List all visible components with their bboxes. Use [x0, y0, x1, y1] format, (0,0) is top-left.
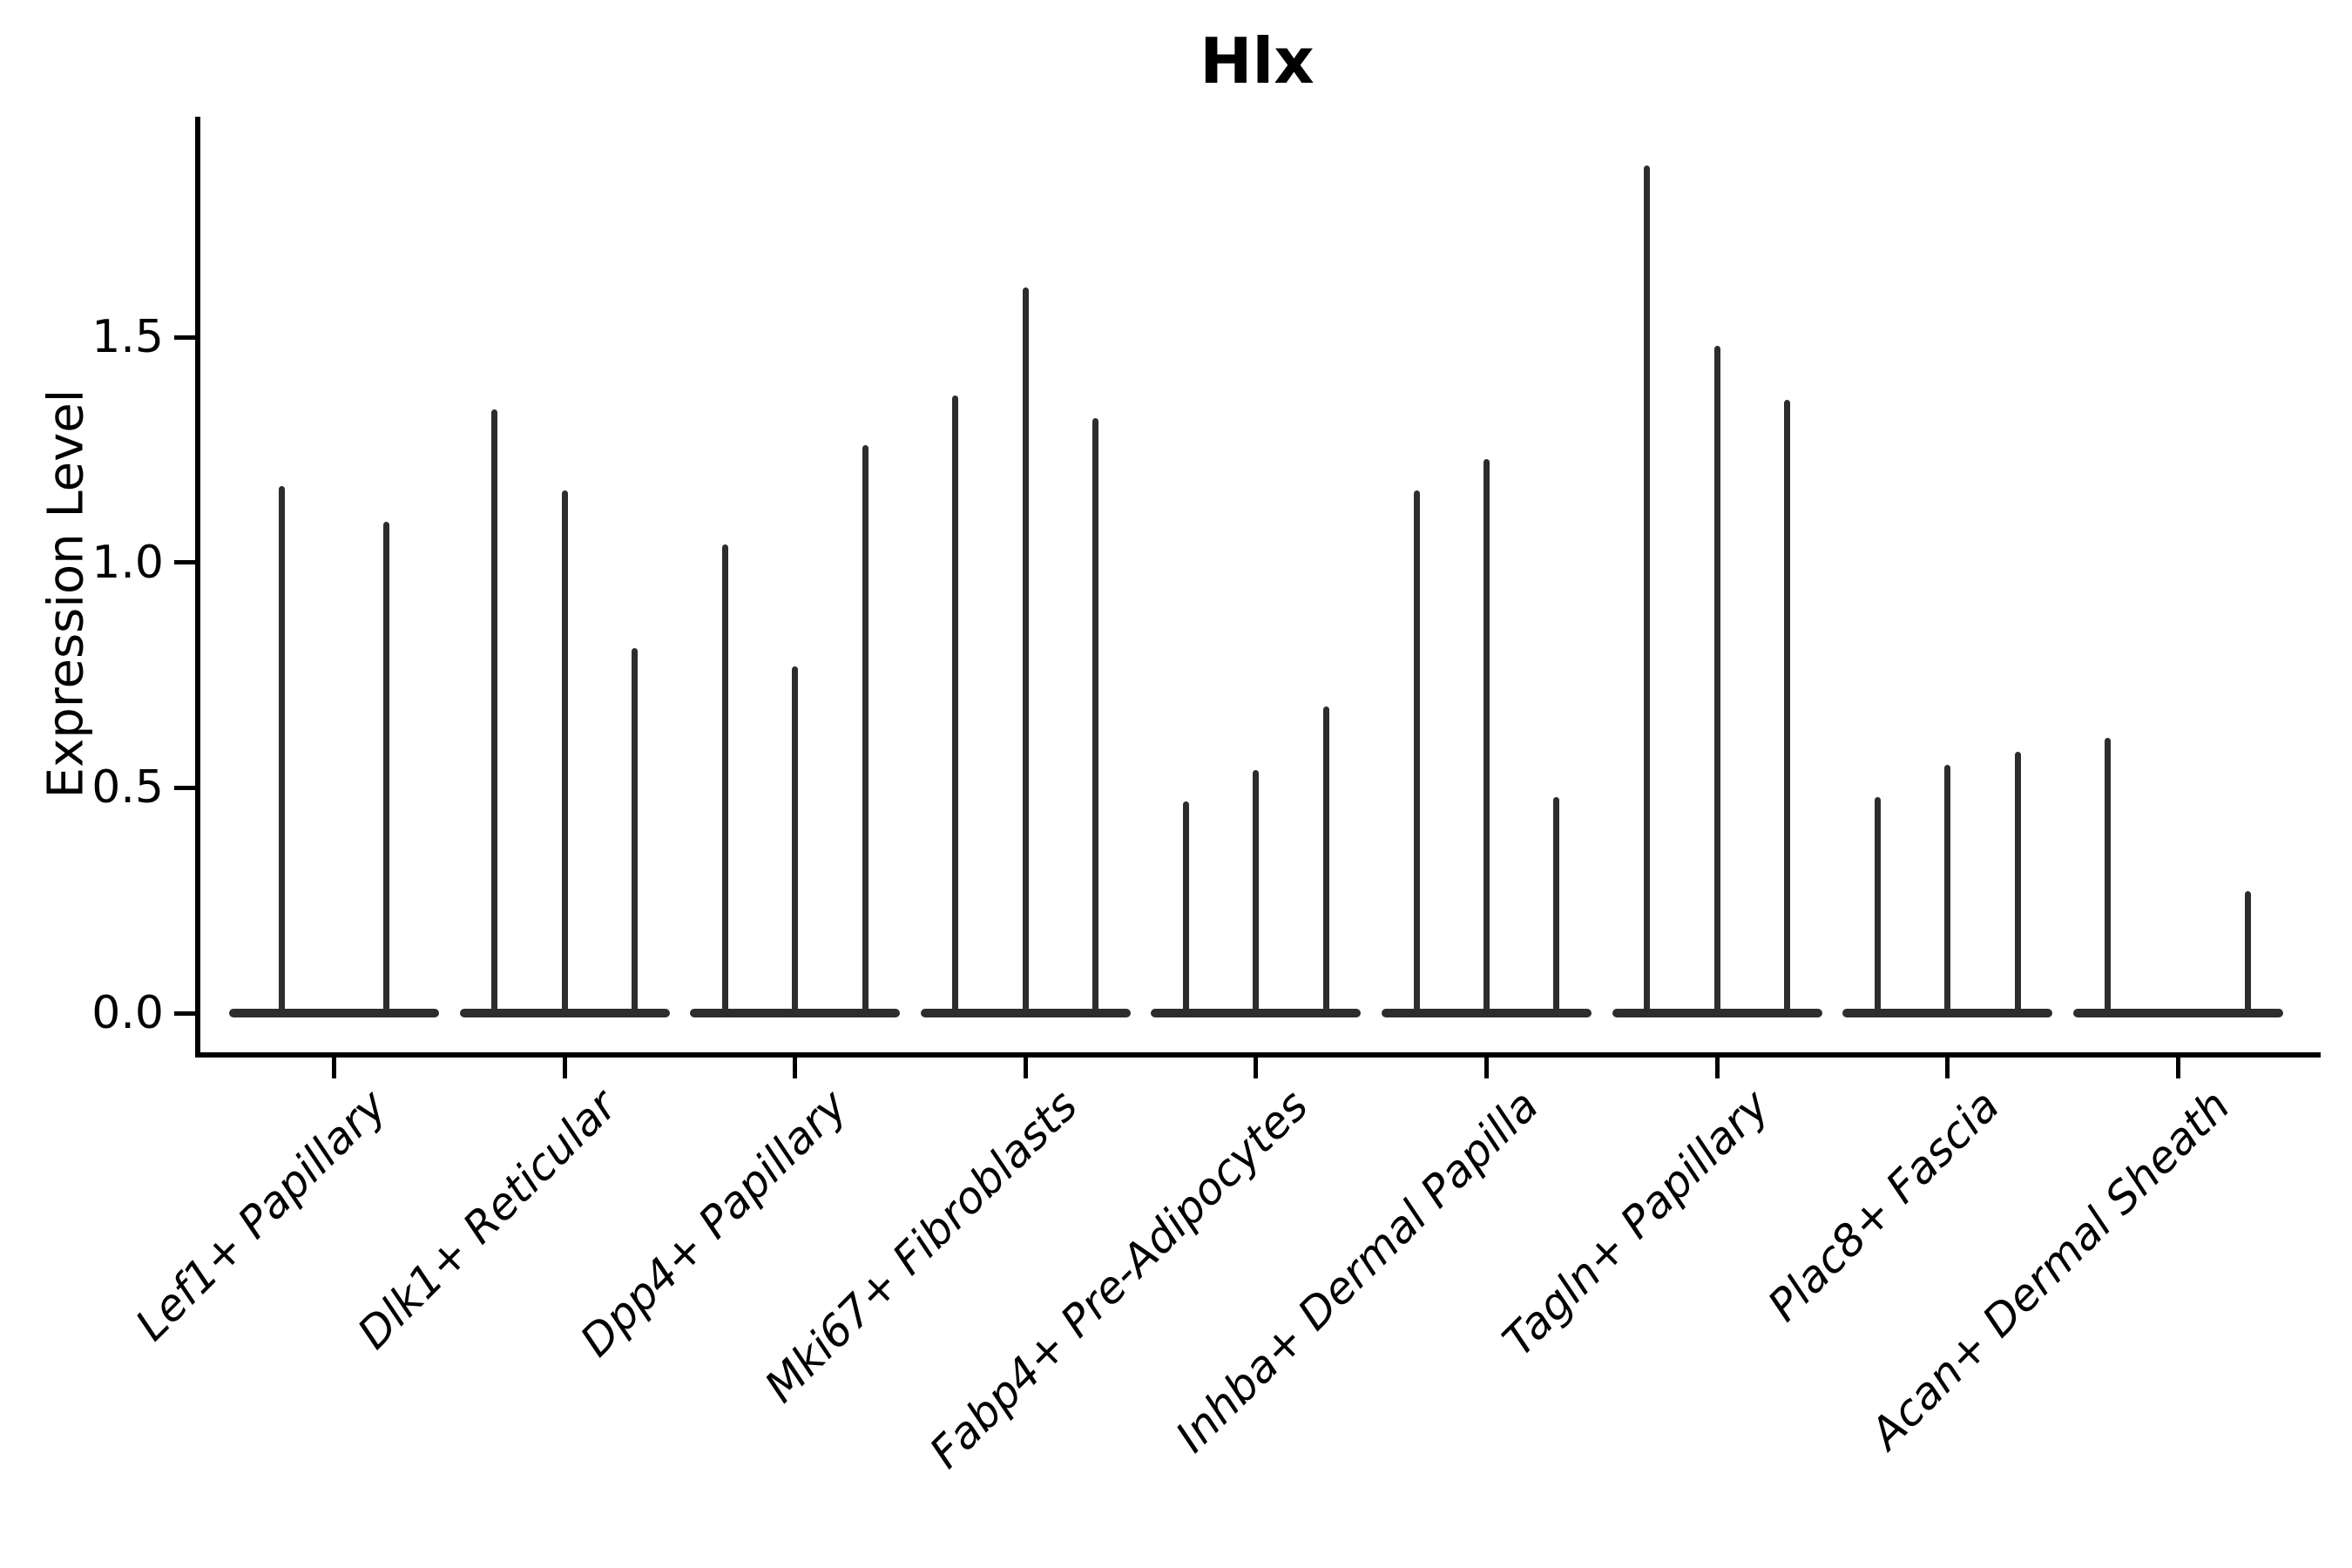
violin-spike — [383, 522, 390, 1013]
violin-base — [2072, 1009, 2283, 1017]
violin-spike — [1092, 418, 1099, 1013]
violin-spike — [862, 445, 868, 1013]
x-tick-label: Plac8+ Fascia — [1758, 1080, 2010, 1331]
chart-title: Hlx — [0, 24, 2352, 98]
violin-spike — [1253, 769, 1260, 1013]
x-tick-mark — [1023, 1058, 1028, 1078]
violin-base — [459, 1009, 670, 1017]
x-tick-mark — [562, 1058, 567, 1078]
y-tick-mark — [174, 560, 195, 565]
y-tick-mark — [174, 335, 195, 340]
violin-spike — [1413, 490, 1420, 1013]
violin-spike — [1322, 706, 1329, 1013]
violin-base — [1612, 1009, 1822, 1017]
violin-spike — [952, 395, 959, 1013]
violin-spike — [2245, 891, 2252, 1013]
chart-title-text: Hlx — [1200, 24, 1315, 98]
violin-spike — [631, 647, 638, 1013]
violin-spike — [1022, 287, 1029, 1013]
violin-spike — [561, 490, 568, 1013]
violin-spike — [1183, 801, 1190, 1013]
y-tick-label: 1.5 — [91, 311, 164, 364]
violin-base — [1842, 1009, 2053, 1017]
violin-base — [229, 1009, 439, 1017]
x-tick-mark — [332, 1058, 336, 1078]
x-tick-mark — [1945, 1058, 1950, 1078]
violin-spike — [1644, 166, 1651, 1013]
violin-spike — [1783, 400, 1790, 1013]
violin-spike — [1874, 796, 1881, 1013]
y-tick-label: 1.0 — [91, 536, 164, 589]
violin-spike — [721, 544, 728, 1013]
x-tick-mark — [2175, 1058, 2180, 1078]
violin-base — [690, 1009, 901, 1017]
violin-spike — [792, 666, 799, 1013]
violin-spike — [1553, 796, 1560, 1013]
x-tick-mark — [1484, 1058, 1489, 1078]
y-tick-label: 0.5 — [91, 761, 164, 814]
y-tick-label: 0.0 — [91, 987, 164, 1039]
y-tick-mark — [174, 785, 195, 790]
violin-spike — [278, 485, 285, 1013]
violin-base — [1151, 1009, 1362, 1017]
y-tick-mark — [174, 1010, 195, 1016]
x-tick-mark — [1714, 1058, 1720, 1078]
violin-spike — [1944, 765, 1951, 1013]
x-tick-label: Fabp4+ Pre-Adipocytes — [920, 1080, 1318, 1478]
x-tick-mark — [793, 1058, 798, 1078]
x-axis-spine — [195, 1052, 2321, 1058]
violin-base — [920, 1009, 1131, 1017]
violin-spike — [2014, 751, 2021, 1013]
violin-spike — [1484, 458, 1490, 1013]
y-axis-spine — [195, 117, 200, 1058]
x-tick-label: Lef1+ Papillary — [125, 1080, 396, 1351]
violin-spike — [491, 409, 498, 1013]
violin-spike — [2105, 738, 2112, 1013]
x-tick-mark — [1254, 1058, 1259, 1078]
violin-spike — [1713, 346, 1720, 1013]
violin-base — [1382, 1009, 1592, 1017]
